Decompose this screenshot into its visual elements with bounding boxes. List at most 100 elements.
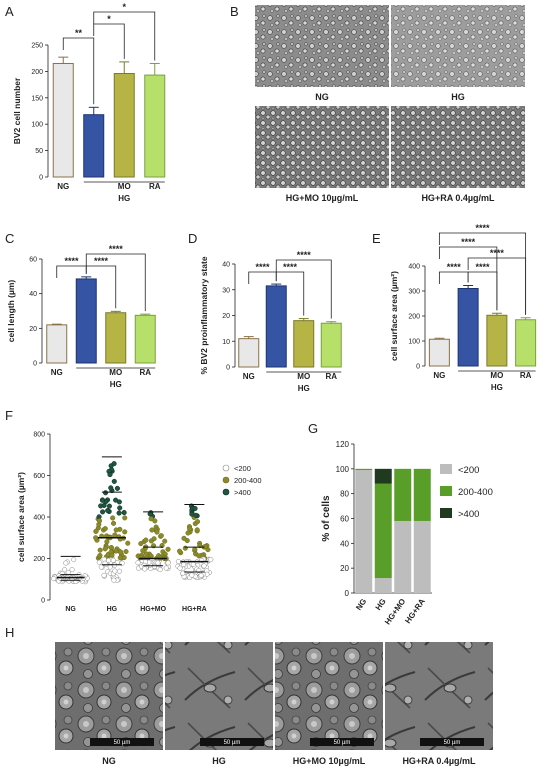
data-point xyxy=(110,520,117,526)
data-point xyxy=(98,564,104,570)
scale-bar-label-hg-mo: 50 µm xyxy=(334,740,351,746)
legend-swatch xyxy=(440,486,452,496)
y-tick-label: 400 xyxy=(408,264,420,271)
y-axis-label: BV2 cell number xyxy=(12,77,22,144)
micrograph-h-hg-ra xyxy=(385,642,493,750)
data-point xyxy=(122,515,128,521)
data-point xyxy=(192,505,198,512)
y-tick-label: 200 xyxy=(408,314,420,321)
data-point xyxy=(165,546,171,552)
chart-e: 0 100 200 300 400 cell surface area (µm²) NG MO… xyxy=(389,223,537,392)
bar-hg xyxy=(75,278,97,364)
y-tick-label: 20 xyxy=(340,564,349,573)
data-point xyxy=(198,572,204,578)
bar-mo xyxy=(293,320,315,368)
data-point xyxy=(114,485,120,491)
significance-bracket xyxy=(275,259,332,319)
panel-label-E: E xyxy=(372,231,381,246)
data-point xyxy=(65,569,71,575)
data-point xyxy=(149,527,155,533)
significance-label: **** xyxy=(283,262,298,272)
data-point xyxy=(99,497,105,503)
panel-label-F: F xyxy=(5,408,13,423)
significance-label: **** xyxy=(109,244,124,254)
data-point xyxy=(100,509,106,515)
y-tick-label: 0 xyxy=(416,364,420,371)
micrograph-hg-ra xyxy=(391,106,525,188)
data-point xyxy=(97,552,103,558)
significance-bracket xyxy=(85,265,117,309)
data-point xyxy=(106,503,112,509)
micrograph-h-hg xyxy=(165,642,273,750)
chart-f: 0 200 400 600 800 cell surface area (µm²) NG HG… xyxy=(16,432,262,614)
data-point xyxy=(102,526,108,532)
y-tick-label: 0 xyxy=(39,175,43,182)
data-point xyxy=(135,560,141,566)
y-tick-label: 10 xyxy=(222,339,230,346)
stacked-segment xyxy=(374,578,392,593)
data-point xyxy=(147,511,153,517)
bar-mo xyxy=(105,312,127,364)
scale-bar-hg-ra xyxy=(420,738,484,746)
data-point xyxy=(143,537,149,543)
category-label: NG xyxy=(57,182,69,191)
scale-bar-ng xyxy=(90,738,154,746)
bar-mo xyxy=(486,314,508,367)
stacked-segment xyxy=(355,470,373,593)
micrograph-h-caption-hg: HG xyxy=(212,756,226,766)
y-tick-label: 50 xyxy=(35,148,43,155)
panel-label-C: C xyxy=(5,231,14,246)
significance-label: **** xyxy=(475,262,490,272)
data-point xyxy=(111,577,117,583)
legend-g: <200 200-400 >400 xyxy=(440,464,493,520)
y-tick-label: 250 xyxy=(31,43,43,50)
stacked-segment xyxy=(413,468,431,521)
data-point xyxy=(181,535,187,541)
y-tick-label: 400 xyxy=(33,515,45,522)
significance-bracket xyxy=(93,23,125,59)
data-point xyxy=(98,503,104,509)
data-point xyxy=(112,532,118,538)
category-label: HG+RA xyxy=(182,606,207,613)
data-point xyxy=(175,559,181,565)
stacked-segment xyxy=(374,468,392,484)
y-tick-label: 0 xyxy=(41,598,45,605)
data-point xyxy=(189,511,195,517)
panel-label-A: A xyxy=(5,4,14,19)
significance-label: **** xyxy=(94,256,109,266)
legend-swatch xyxy=(440,464,452,474)
data-point xyxy=(158,533,164,539)
significance-bracket xyxy=(56,265,87,278)
category-label: HG+RA xyxy=(403,597,427,625)
category-label: MO xyxy=(118,182,131,191)
data-point xyxy=(93,528,99,534)
data-point xyxy=(112,568,118,574)
scale-bar-hg-mo xyxy=(310,738,374,746)
data-point xyxy=(187,526,193,532)
micrograph-h-caption-hg-mo: HG+MO 10µg/mL xyxy=(293,756,366,766)
y-tick-label: 40 xyxy=(340,539,349,548)
bar-mo xyxy=(113,73,135,178)
micrograph-caption-hg: HG xyxy=(451,92,465,102)
category-label: MO xyxy=(297,372,310,381)
legend-label: <200 xyxy=(234,464,251,473)
significance-bracket xyxy=(93,11,156,61)
data-point xyxy=(62,567,68,573)
stacked-segment xyxy=(413,520,431,593)
y-axis-label: cell surface area (µm²) xyxy=(16,472,26,562)
significance-bracket xyxy=(275,271,305,316)
data-point xyxy=(181,561,187,567)
data-point xyxy=(110,557,116,563)
legend-marker xyxy=(222,464,230,472)
data-point xyxy=(96,518,103,524)
data-point xyxy=(107,472,113,478)
significance-bracket xyxy=(438,246,498,311)
chart-d: 0 10 20 30 40 % BV2 proinflammatory state NG MO… xyxy=(199,250,342,393)
data-point xyxy=(51,576,57,582)
stacked-segment xyxy=(355,468,373,471)
significance-bracket xyxy=(62,37,95,105)
category-label: MO xyxy=(490,371,503,380)
y-tick-label: 60 xyxy=(340,515,349,524)
